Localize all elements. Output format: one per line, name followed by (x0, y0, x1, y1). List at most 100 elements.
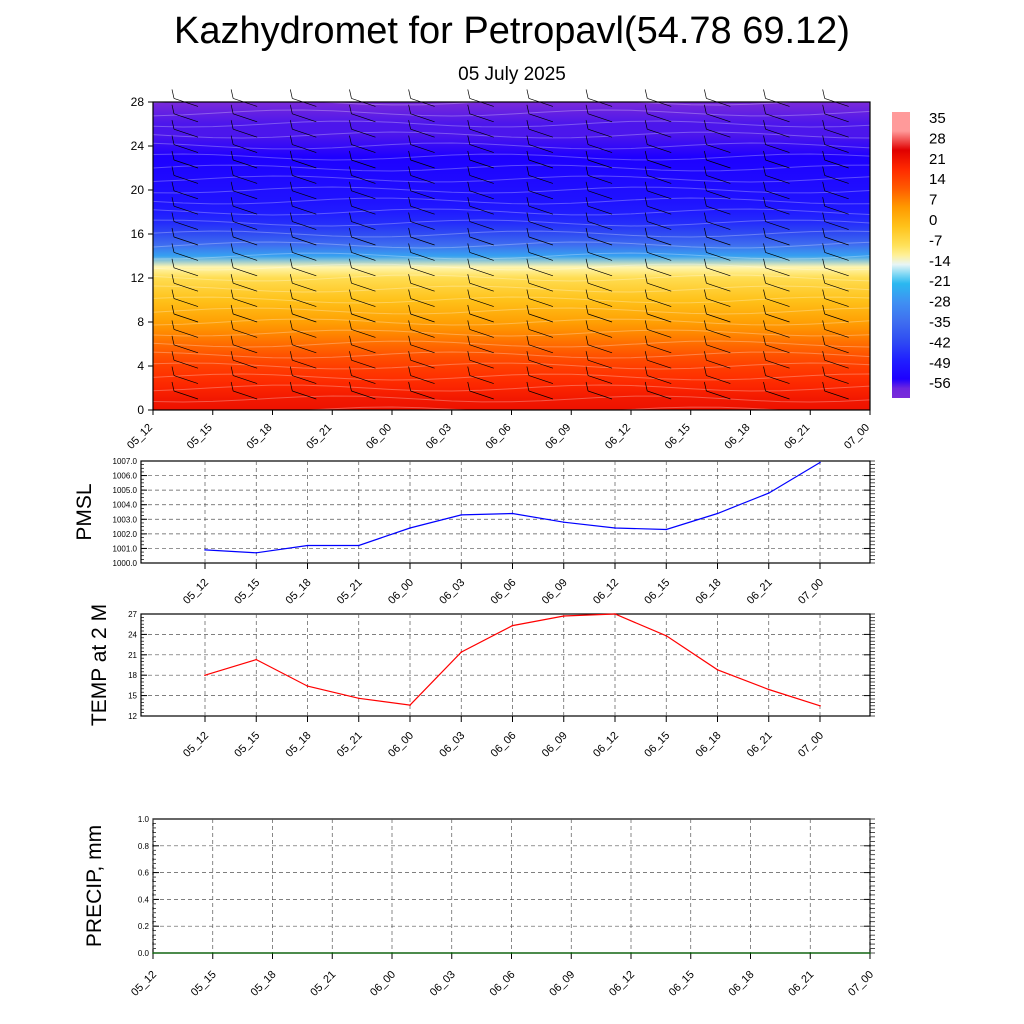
wind-barb-flag (230, 381, 234, 392)
wind-barb-flag (822, 227, 826, 238)
wind-barb (587, 329, 613, 338)
wind-barb (173, 329, 199, 338)
wind-barb-flag (467, 258, 471, 268)
wind-barb (410, 159, 435, 169)
heatmap-xtick-label: 05_15 (185, 422, 215, 452)
wind-barb-flag (585, 197, 589, 207)
wind-barb (173, 375, 199, 384)
ytick-label: 12 (128, 712, 137, 721)
wind-barb (765, 390, 790, 400)
wind-barb-flag (230, 227, 234, 238)
wind-barb-flag (704, 120, 707, 130)
wind-barb (410, 205, 435, 215)
wind-barb-flag (467, 212, 471, 222)
xtick-label: 05_21 (308, 969, 338, 999)
wind-barb (587, 221, 613, 230)
wind-barb (351, 159, 376, 169)
colorbar-label: 28 (929, 130, 946, 147)
wind-barb (292, 144, 317, 153)
wind-barb-flag (526, 351, 530, 361)
wind-barb-flag (763, 212, 766, 222)
wind-barb (647, 359, 672, 369)
wind-barb (824, 267, 849, 277)
wind-barb (706, 221, 731, 230)
wind-barb-flag (526, 258, 530, 268)
wind-barb (469, 128, 494, 138)
colorbar-label: -49 (929, 355, 951, 372)
wind-barb-flag (230, 366, 234, 376)
xtick-label: 06_09 (540, 730, 570, 760)
data-point (665, 634, 668, 637)
data-point (152, 952, 154, 954)
wind-barb (469, 282, 494, 292)
xtick-label: 06_15 (667, 969, 697, 999)
wind-barb-flag (230, 335, 234, 345)
wind-barb (528, 359, 554, 369)
wind-barb (410, 128, 435, 138)
data-point (255, 552, 258, 554)
temperature-heatmap-panel: 0 4 8 12 16 20 24 28 05_12 05_15 05_18 05_21 06_00 06… (125, 89, 872, 452)
wind-barb-flag (644, 135, 648, 145)
wind-barb (469, 252, 494, 261)
wind-barb (706, 236, 731, 246)
contour-line (152, 318, 871, 326)
wind-barb-flag (171, 381, 175, 392)
contour-line (152, 296, 871, 304)
wind-barb (528, 329, 554, 338)
heatmap-xtick-label: 06_09 (543, 422, 573, 452)
wind-barb-flag (230, 212, 234, 222)
wind-barb-flag (467, 227, 471, 238)
wind-barb-flag (289, 304, 293, 315)
wind-barb (469, 390, 494, 400)
wind-barb (351, 344, 376, 354)
wind-barb-flag (349, 181, 352, 191)
wind-barb-flag (585, 150, 589, 161)
wind-barb (647, 236, 672, 246)
ytick-label: 0.6 (138, 869, 150, 878)
wind-barb-flag (763, 181, 766, 191)
contour-line (152, 98, 871, 106)
wind-barb-flag (763, 258, 766, 268)
wind-barb-flag (585, 258, 589, 268)
data-point (204, 549, 206, 551)
wind-barb-flag (704, 258, 707, 268)
wind-barb (587, 113, 613, 123)
wind-barb-flag (408, 135, 411, 145)
wind-barb (706, 375, 731, 384)
heatmap-xtick-label: 06_12 (603, 422, 633, 452)
wind-barb (765, 282, 790, 292)
wind-barb-flag (585, 366, 589, 376)
wind-barb-flag (763, 166, 766, 176)
wind-barb-flag (289, 166, 293, 176)
xtick-label: 05_15 (189, 969, 219, 999)
wind-barb-flag (467, 320, 471, 330)
xtick-label: 06_12 (591, 577, 621, 607)
wind-barb-flag (644, 104, 648, 114)
contour-line (152, 340, 871, 348)
wind-barb (292, 298, 317, 307)
wind-barb (706, 113, 731, 123)
xtick-label: 05_21 (335, 730, 365, 760)
wind-barb (765, 329, 790, 338)
wind-barb (173, 282, 199, 292)
wind-barb (173, 159, 199, 169)
xtick-label: 05_12 (181, 730, 211, 760)
wind-barb-flag (349, 166, 352, 176)
wind-barb (410, 144, 435, 153)
ytick-label: 1004.0 (113, 501, 138, 510)
xtick-label: 06_06 (489, 730, 519, 760)
wind-barb-flag (349, 320, 352, 330)
wind-barb (765, 344, 790, 354)
wind-barb-flag (230, 320, 234, 330)
wind-barb (765, 267, 790, 277)
wind-barb-flag (763, 150, 766, 161)
wind-barb (765, 144, 790, 153)
wind-barb-flag (349, 274, 352, 284)
wind-barb (647, 252, 672, 261)
ytick-label: 1006.0 (113, 472, 138, 481)
wind-barb-flag (585, 351, 589, 361)
wind-barb-flag (644, 227, 648, 238)
wind-barb (824, 298, 849, 307)
wind-barb (706, 159, 731, 169)
wind-barb-flag (704, 181, 707, 191)
